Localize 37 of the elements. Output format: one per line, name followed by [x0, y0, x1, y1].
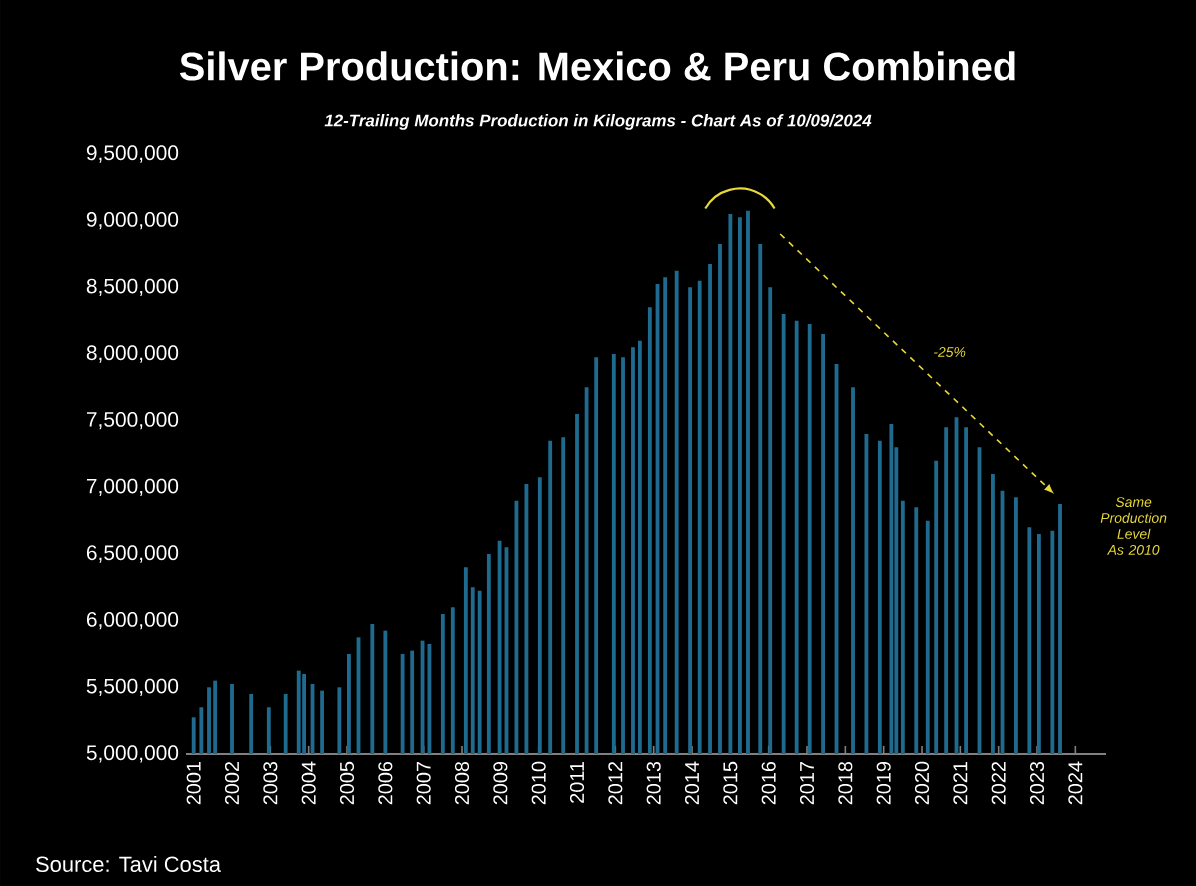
x-tick-label: 2014	[684, 761, 700, 805]
y-tick-label: 8,500,000	[86, 278, 179, 296]
x-tick-label: 2024	[1068, 761, 1083, 805]
chart-subtitle: 12-Trailing Months Production in Kilograms - Chart As of 10/09/2024	[324, 114, 872, 130]
x-tick-label: 2018	[838, 761, 853, 805]
y-tick-label: 9,500,000	[86, 145, 179, 163]
x-tick-label: 2015	[723, 761, 738, 805]
y-tick-label: 5,000,000	[86, 745, 179, 763]
x-tick-label: 2008	[454, 761, 470, 805]
y-tick-label: 6,000,000	[86, 612, 179, 630]
x-tick-label: 2017	[799, 762, 815, 805]
x-tick-label: 2005	[339, 761, 355, 805]
y-tick-label: 9,000,000	[86, 212, 179, 230]
x-tick-label: 2002	[224, 762, 240, 805]
chart-title: Silver Production: Mexico & Peru Combined	[179, 51, 1015, 81]
y-tick-label: 8,000,000	[86, 345, 179, 363]
source-note: Source: Tavi Costa	[36, 855, 222, 873]
x-tick-label: 2019	[876, 761, 891, 805]
x-tick-label: 2021	[953, 761, 968, 805]
x-tick-label: 2004	[301, 761, 316, 805]
y-tick-label: 5,500,000	[86, 678, 179, 696]
y-tick-label: 7,500,000	[86, 412, 179, 430]
x-tick-label: 2016	[761, 761, 776, 805]
x-tick-label: 2001	[186, 761, 201, 805]
x-tick-label: 2023	[1029, 761, 1045, 805]
x-tick-label: 2020	[914, 761, 930, 805]
y-tick-label: 7,000,000	[86, 478, 179, 496]
x-tick-label: 2012	[608, 762, 623, 805]
x-tick-label: 2011	[569, 761, 585, 803]
x-tick-label: 2007	[416, 762, 431, 805]
x-tick-label: 2022	[991, 762, 1006, 805]
x-tick-label: 2009	[493, 761, 508, 805]
x-tick-label: 2006	[378, 761, 393, 805]
x-tick-label: 2003	[263, 761, 278, 805]
y-tick-label: 6,500,000	[86, 545, 179, 563]
x-tick-label: 2010	[531, 761, 546, 805]
x-tick-label: 2013	[646, 761, 661, 805]
